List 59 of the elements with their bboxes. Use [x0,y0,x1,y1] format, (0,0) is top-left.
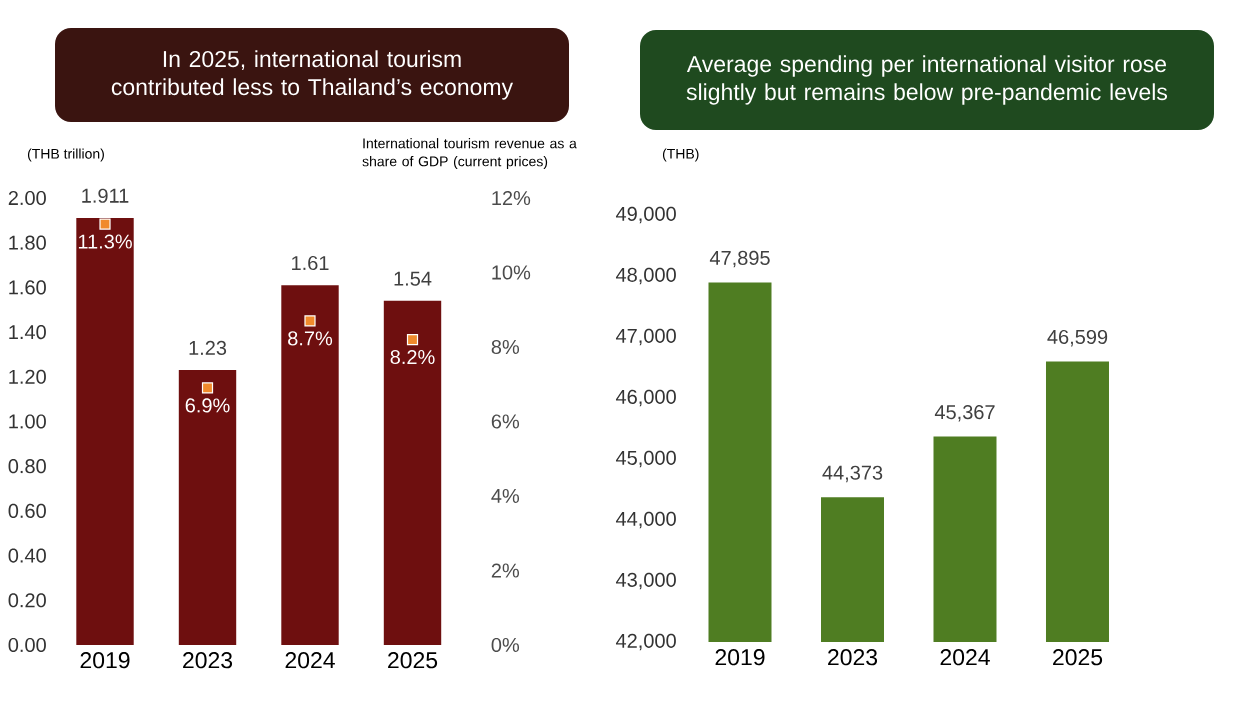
y-tick-label: 46,000 [615,389,676,407]
y2-axis-title: International tourism revenue as a share of GDP (current prices) [362,138,577,170]
y-tick-label: 49,000 [615,206,676,224]
data-label: 46,599 [1047,329,1108,347]
y-tick-label: 42,000 [615,633,676,651]
point [99,218,111,230]
y-tick-label: 1.40 [9,325,46,340]
point [201,382,214,394]
y-tick-label: 0.00 [8,637,46,653]
data-label: 6.9% [185,398,230,413]
chart-title: Average spending per international visitor rose slightly but remains below pre-pandemic levels [686,55,1168,105]
y2-tick-label: 4% [491,488,520,503]
data-label: 8.2% [390,349,435,365]
y-tick-label: 48,000 [615,267,676,285]
y2-tick-label: 8% [491,339,520,355]
y-tick-label: 1.60 [9,280,46,295]
data-label: 47,895 [709,250,770,268]
x-tick-label: 2024 [285,652,335,669]
x-tick-label: 2024 [940,649,990,666]
y-tick-label: 2.00 [8,190,46,206]
y-tick-label: 1.00 [9,414,46,429]
x-tick-label: 2023 [828,649,878,666]
x-tick-label: 2025 [1053,649,1103,666]
y-axis-title: (THB trillion) [27,148,104,162]
x-tick-label: 2019 [715,649,765,666]
y-tick-label: 0.40 [8,548,46,563]
y-tick-label: 1.80 [9,235,46,250]
x-tick-label: 2023 [183,652,233,669]
y2-tick-label: 2% [491,563,520,578]
bar [76,217,134,645]
bar [383,300,442,645]
y-tick-label: 0.80 [8,459,46,474]
x-tick-label: 2025 [388,652,438,669]
bar [281,285,339,645]
chart-title: In 2025, international tourism contributed less to Thailand’s economy [111,50,514,100]
x-tick-label: 2019 [80,652,130,669]
bar [178,370,237,645]
y-tick-label: 45,000 [615,450,676,468]
data-label: 1.911 [82,188,129,203]
data-label: 11.3% [78,234,132,249]
data-label: 1.61 [292,255,329,271]
y-tick-label: 47,000 [615,328,676,346]
point [406,333,419,346]
data-label: 1.54 [394,271,432,286]
point [304,315,316,327]
y-tick-label: 43,000 [615,572,676,590]
y2-tick-label: 0% [491,637,520,653]
data-label: 8.7% [288,331,333,346]
data-label: 45,367 [934,405,995,422]
y-axis-title: (THB) [662,148,699,162]
y2-tick-label: 12% [492,190,531,206]
y-tick-label: 0.60 [8,503,46,518]
y-tick-label: 0.20 [8,593,46,608]
y2-tick-label: 10% [492,265,531,280]
y-tick-label: 44,000 [615,511,676,529]
y-tick-label: 1.20 [9,369,46,384]
data-label: 44,373 [822,465,883,483]
data-label: 1.23 [189,340,227,356]
y2-tick-label: 6% [491,414,520,429]
